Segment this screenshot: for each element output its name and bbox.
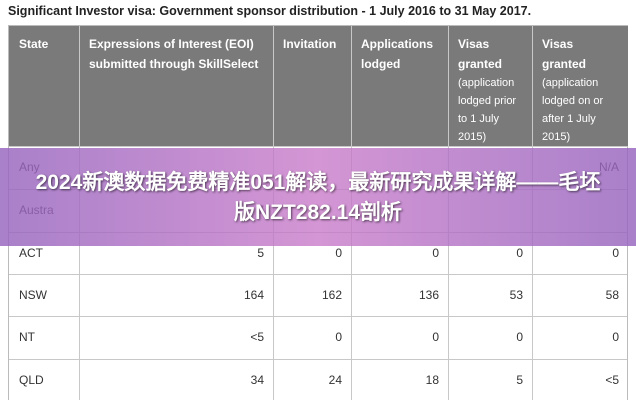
column-title: Visas granted	[458, 37, 503, 71]
state-cell: ACT	[19, 246, 43, 260]
number-cell: 5	[516, 373, 523, 387]
overlay-banner: 2024新澳数据免费精准051解读，最新研究成果详解——毛坯版NZT282.14…	[0, 148, 636, 246]
column-title: Applications lodged	[361, 37, 434, 71]
column-header: Visas granted (application lodged on or a…	[542, 34, 620, 146]
table: State Expressions of Interest (EOI) submi…	[8, 25, 628, 400]
number-cell: 0	[432, 330, 439, 344]
row-divider	[9, 316, 627, 317]
number-cell: 0	[335, 246, 342, 260]
number-cell: 18	[425, 373, 439, 387]
number-cell: 0	[432, 246, 439, 260]
row-divider	[9, 274, 627, 275]
row-divider	[9, 146, 627, 147]
banner-text: 2024新澳数据免费精准051解读，最新研究成果详解——毛坯版NZT282.14…	[35, 171, 601, 224]
number-cell: 5	[257, 246, 264, 260]
number-cell: <5	[250, 330, 264, 344]
number-cell: 53	[509, 288, 523, 302]
number-cell: 58	[605, 288, 619, 302]
state-cell: NSW	[19, 288, 47, 302]
number-cell: 0	[516, 246, 523, 260]
column-header: Applications lodged	[361, 34, 440, 74]
column-header: Expressions of Interest (EOI) submitted …	[89, 34, 265, 74]
column-header: Invitation	[283, 34, 343, 54]
page-title: Significant Investor visa: Government sp…	[8, 4, 532, 18]
column-title: State	[19, 37, 49, 51]
header-bg	[9, 26, 628, 146]
number-cell: 0	[612, 246, 619, 260]
column-title: Invitation	[283, 37, 337, 51]
number-cell: 0	[612, 330, 619, 344]
number-cell: 164	[243, 288, 264, 302]
state-cell: QLD	[19, 373, 44, 387]
column-note: (application lodged prior to 1 July 2015…	[458, 77, 517, 143]
number-cell: 0	[516, 330, 523, 344]
number-cell: 34	[250, 373, 264, 387]
column-header: State	[19, 34, 71, 54]
number-cell: 162	[321, 288, 342, 302]
number-cell: <5	[605, 373, 619, 387]
column-header: Visas granted (application lodged prior t…	[458, 34, 524, 146]
number-cell: 24	[328, 373, 342, 387]
row-divider	[9, 359, 627, 360]
state-cell: NT	[19, 330, 35, 344]
column-title: Visas granted	[542, 37, 587, 71]
number-cell: 136	[418, 288, 439, 302]
column-title: Expressions of Interest (EOI) submitted …	[89, 37, 259, 71]
number-cell: 0	[335, 330, 342, 344]
column-note: (application lodged on or after 1 July 2…	[542, 77, 604, 143]
